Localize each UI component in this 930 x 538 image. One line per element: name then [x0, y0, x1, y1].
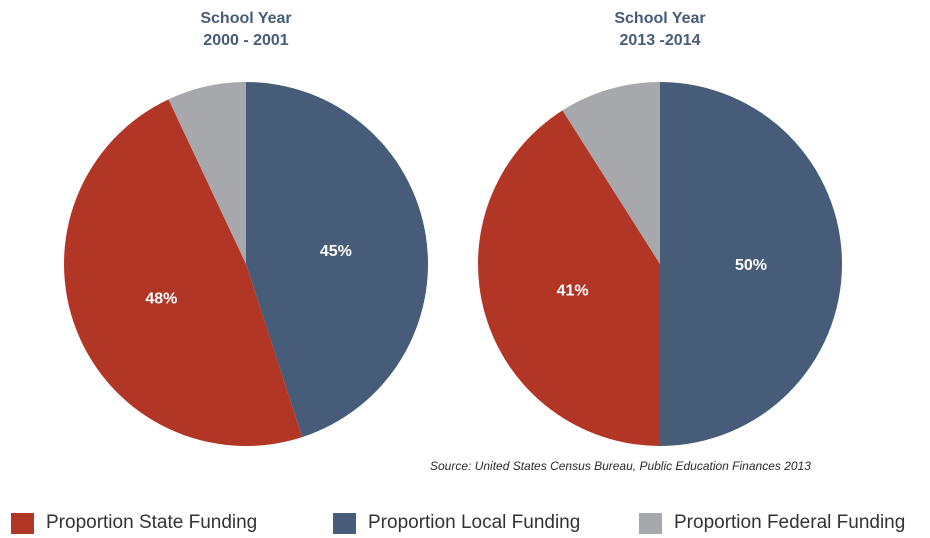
- pie-0: 45% 48%: [63, 82, 429, 447]
- pie-slice-label-state: 41%: [557, 282, 589, 299]
- chart-title-line-2: 2000 - 2001: [203, 32, 289, 49]
- pie-slice-label-state: 48%: [145, 290, 177, 307]
- chart-title-line-1: School Year: [614, 10, 706, 27]
- pie-slice-federal: [562, 82, 660, 264]
- legend-label-local: Proportion Local Funding: [368, 512, 581, 533]
- legend-item-state: Proportion State Funding: [11, 512, 257, 534]
- pie-slice-state: [63, 99, 303, 447]
- legend-label-state: Proportion State Funding: [46, 512, 258, 533]
- chart-title-line-1: School Year: [200, 10, 292, 27]
- pie-slice-federal: [168, 82, 246, 264]
- source-note: Source: United States Census Bureau, Pub…: [430, 459, 811, 473]
- legend-label-federal: Proportion Federal Funding: [674, 512, 906, 533]
- legend-swatch-federal: [639, 512, 662, 534]
- pie-slice-local: [246, 82, 429, 438]
- pie-1: 50% 41%: [477, 82, 842, 446]
- chart-title-2013-2014: School Year 2013 -2014: [530, 8, 790, 52]
- chart-title-2000-2001: School Year 2000 - 2001: [116, 8, 376, 52]
- pie-slice-local: [660, 82, 842, 446]
- legend-swatch-local: [333, 512, 356, 534]
- legend-item-federal: Proportion Federal Funding: [639, 512, 905, 534]
- legend-item-local: Proportion Local Funding: [333, 512, 580, 534]
- pie-slice-label-local: 50%: [735, 257, 767, 274]
- pie-slice-state: [477, 110, 660, 446]
- pie-slice-label-local: 45%: [320, 243, 352, 260]
- chart-title-line-2: 2013 -2014: [619, 32, 701, 49]
- legend-swatch-state: [11, 512, 34, 534]
